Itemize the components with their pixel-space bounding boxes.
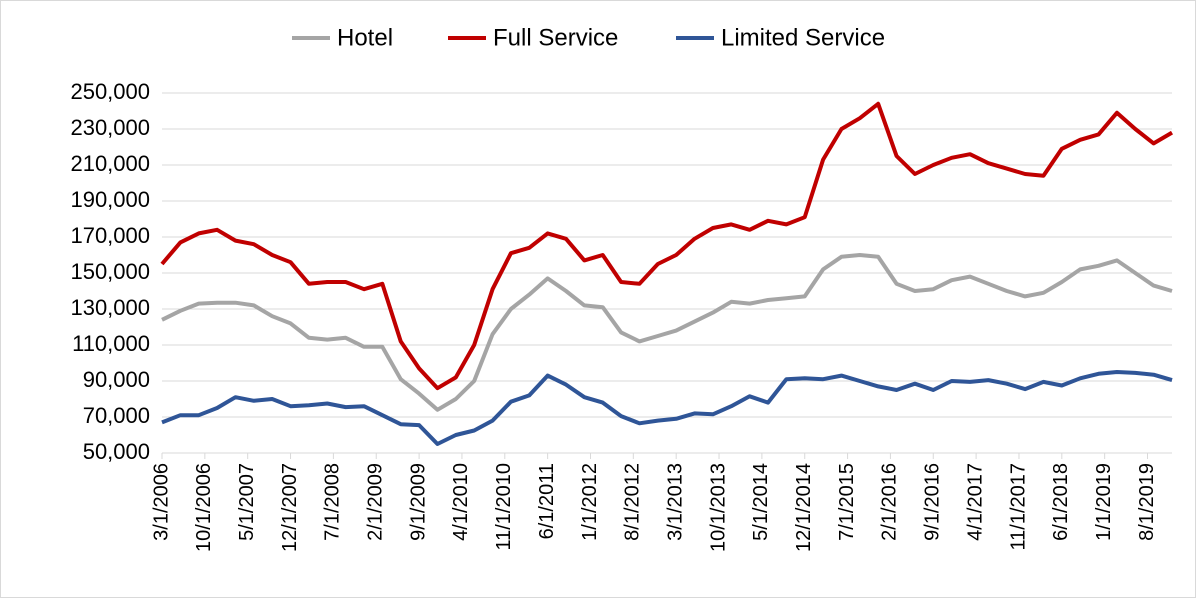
x-tick-label: 10/1/2013 bbox=[707, 463, 729, 552]
y-tick-label: 170,000 bbox=[70, 223, 150, 248]
legend-label: Limited Service bbox=[721, 24, 885, 51]
x-tick-label: 11/1/2017 bbox=[1007, 463, 1029, 551]
x-tick-label: 12/1/2014 bbox=[793, 463, 815, 552]
y-tick-label: 90,000 bbox=[83, 367, 150, 392]
x-tick-label: 8/1/2019 bbox=[1136, 463, 1158, 541]
x-tick-label: 12/1/2007 bbox=[279, 463, 301, 552]
y-tick-label: 230,000 bbox=[70, 115, 150, 140]
x-tick-label: 6/1/2018 bbox=[1050, 463, 1072, 541]
legend-label: Hotel bbox=[337, 24, 393, 51]
x-tick-label: 6/1/2011 bbox=[536, 463, 558, 539]
x-tick-label: 8/1/2012 bbox=[622, 463, 644, 541]
y-tick-label: 210,000 bbox=[70, 151, 150, 176]
x-tick-label: 1/1/2012 bbox=[579, 463, 601, 541]
x-tick-label: 5/1/2014 bbox=[750, 463, 772, 541]
x-tick-label: 7/1/2008 bbox=[322, 463, 344, 541]
y-tick-label: 130,000 bbox=[70, 295, 150, 320]
x-tick-label: 7/1/2015 bbox=[836, 463, 858, 541]
y-tick-label: 110,000 bbox=[72, 331, 150, 356]
y-tick-label: 50,000 bbox=[83, 439, 150, 464]
y-tick-label: 150,000 bbox=[70, 259, 150, 284]
x-tick-label: 5/1/2007 bbox=[236, 463, 258, 541]
y-tick-label: 250,000 bbox=[70, 79, 150, 104]
x-tick-label: 2/1/2009 bbox=[365, 463, 387, 541]
x-tick-label: 9/1/2016 bbox=[922, 463, 944, 541]
y-tick-label: 70,000 bbox=[83, 403, 150, 428]
x-tick-label: 2/1/2016 bbox=[879, 463, 901, 541]
x-tick-label: 4/1/2010 bbox=[450, 463, 472, 541]
x-tick-label: 4/1/2017 bbox=[964, 463, 986, 541]
x-tick-label: 1/1/2019 bbox=[1093, 463, 1115, 541]
x-tick-label: 9/1/2009 bbox=[407, 463, 429, 541]
x-tick-label: 11/1/2010 bbox=[493, 463, 515, 551]
y-tick-label: 190,000 bbox=[70, 187, 150, 212]
x-tick-label: 3/1/2006 bbox=[150, 463, 172, 541]
x-tick-label: 10/1/2006 bbox=[193, 463, 215, 552]
series-line bbox=[160, 101, 1174, 391]
series-line bbox=[161, 370, 1173, 446]
series-line bbox=[161, 253, 1173, 412]
legend-label: Full Service bbox=[493, 24, 618, 51]
x-tick-label: 3/1/2013 bbox=[664, 463, 686, 541]
